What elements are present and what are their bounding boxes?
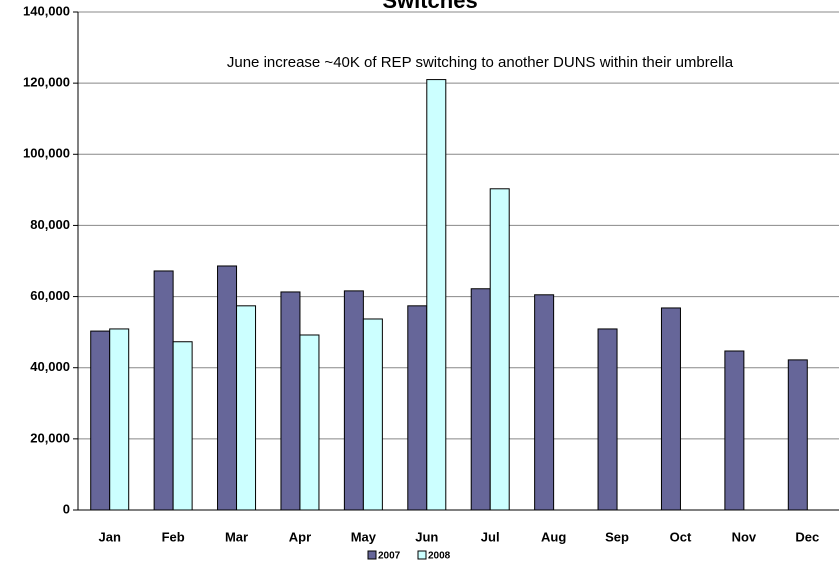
y-tick-label: 60,000 — [30, 288, 70, 303]
bar — [470, 288, 491, 511]
bar — [343, 290, 364, 511]
x-tick-label: Feb — [162, 529, 185, 544]
annotation: June increase ~40K of REP switching to a… — [227, 54, 734, 71]
bar — [172, 341, 193, 511]
bar — [280, 291, 301, 511]
chart-title: Switches — [382, 0, 477, 13]
bar — [90, 330, 111, 511]
x-tick-label: Sep — [605, 529, 629, 544]
bar — [426, 79, 447, 511]
bar — [660, 307, 681, 511]
y-tick-label: 100,000 — [23, 146, 70, 161]
bar — [534, 294, 555, 511]
x-tick-label: Oct — [670, 529, 692, 544]
bar — [407, 305, 428, 511]
y-tick-label: 0 — [63, 501, 70, 516]
y-tick-label: 40,000 — [30, 359, 70, 374]
x-tick-label: May — [351, 529, 377, 544]
x-tick-label: Jan — [99, 529, 121, 544]
x-tick-label: Jun — [415, 529, 438, 544]
bar — [217, 265, 238, 511]
x-tick-label: Apr — [289, 529, 311, 544]
y-tick-label: 120,000 — [23, 75, 70, 90]
bar — [724, 350, 745, 511]
x-tick-label: Dec — [795, 529, 819, 544]
y-tick-label: 140,000 — [23, 3, 70, 18]
legend-swatch — [417, 550, 427, 560]
y-tick-label: 80,000 — [30, 217, 70, 232]
bar — [109, 328, 130, 511]
bar — [153, 270, 174, 511]
x-tick-label: Aug — [541, 529, 566, 544]
bar — [299, 334, 320, 511]
legend-swatch — [367, 550, 377, 560]
x-tick-label: Nov — [732, 529, 757, 544]
bar — [236, 305, 257, 511]
x-tick-label: Jul — [481, 529, 500, 544]
legend-label: 2007 — [378, 551, 401, 562]
y-tick-label: 20,000 — [30, 430, 70, 445]
bar — [787, 359, 808, 511]
x-tick-label: Mar — [225, 529, 248, 544]
legend-label: 2008 — [428, 551, 451, 562]
bar — [597, 328, 618, 511]
bar — [489, 188, 510, 511]
bar — [362, 318, 383, 511]
